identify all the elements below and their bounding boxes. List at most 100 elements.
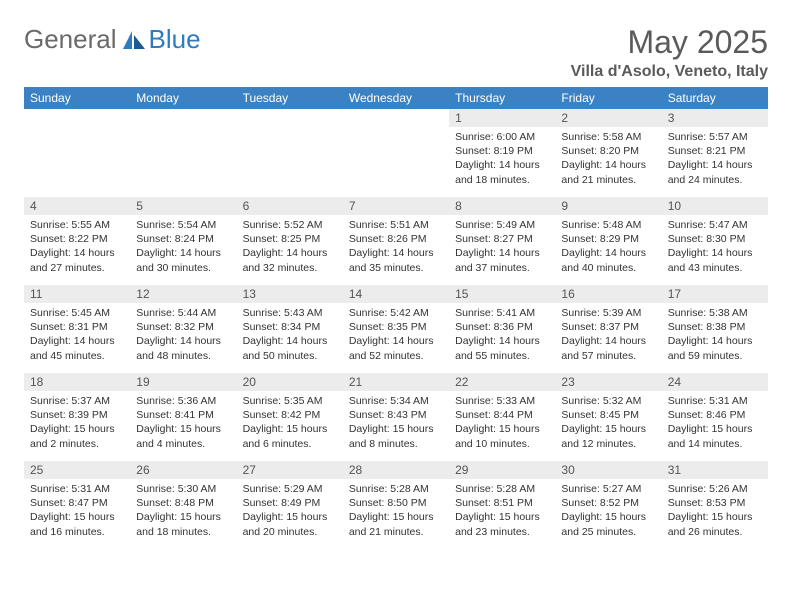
daylight-text: Daylight: 15 hours and 16 minutes.	[30, 510, 124, 538]
sunrise-text: Sunrise: 5:45 AM	[30, 306, 124, 320]
day-number: 25	[24, 461, 130, 479]
calendar-day-cell: 30Sunrise: 5:27 AMSunset: 8:52 PMDayligh…	[555, 461, 661, 549]
day-number: 12	[130, 285, 236, 303]
sunset-text: Sunset: 8:34 PM	[243, 320, 337, 334]
sunset-text: Sunset: 8:31 PM	[30, 320, 124, 334]
daylight-text: Daylight: 15 hours and 6 minutes.	[243, 422, 337, 450]
day-number: 30	[555, 461, 661, 479]
sunset-text: Sunset: 8:20 PM	[561, 144, 655, 158]
weekday-header: Monday	[130, 87, 236, 109]
calendar-day-cell: 19Sunrise: 5:36 AMSunset: 8:41 PMDayligh…	[130, 373, 236, 461]
sunset-text: Sunset: 8:53 PM	[668, 496, 762, 510]
day-details: Sunrise: 5:33 AMSunset: 8:44 PMDaylight:…	[449, 391, 555, 455]
calendar-day-cell: 25Sunrise: 5:31 AMSunset: 8:47 PMDayligh…	[24, 461, 130, 549]
calendar-day-cell: 31Sunrise: 5:26 AMSunset: 8:53 PMDayligh…	[662, 461, 768, 549]
day-number: 11	[24, 285, 130, 303]
sunrise-text: Sunrise: 5:36 AM	[136, 394, 230, 408]
calendar-day-cell: 13Sunrise: 5:43 AMSunset: 8:34 PMDayligh…	[237, 285, 343, 373]
daylight-text: Daylight: 14 hours and 27 minutes.	[30, 246, 124, 274]
sunrise-text: Sunrise: 5:31 AM	[30, 482, 124, 496]
calendar-week-row: 25Sunrise: 5:31 AMSunset: 8:47 PMDayligh…	[24, 461, 768, 549]
sunrise-text: Sunrise: 5:52 AM	[243, 218, 337, 232]
day-number: 4	[24, 197, 130, 215]
sunrise-text: Sunrise: 5:32 AM	[561, 394, 655, 408]
sunset-text: Sunset: 8:26 PM	[349, 232, 443, 246]
sunset-text: Sunset: 8:44 PM	[455, 408, 549, 422]
sunset-text: Sunset: 8:43 PM	[349, 408, 443, 422]
sunrise-text: Sunrise: 5:41 AM	[455, 306, 549, 320]
day-number: 15	[449, 285, 555, 303]
daylight-text: Daylight: 15 hours and 4 minutes.	[136, 422, 230, 450]
sunset-text: Sunset: 8:52 PM	[561, 496, 655, 510]
day-details: Sunrise: 5:57 AMSunset: 8:21 PMDaylight:…	[662, 127, 768, 191]
day-number: 28	[343, 461, 449, 479]
sunset-text: Sunset: 8:36 PM	[455, 320, 549, 334]
day-details: Sunrise: 5:44 AMSunset: 8:32 PMDaylight:…	[130, 303, 236, 367]
sunset-text: Sunset: 8:22 PM	[30, 232, 124, 246]
sunrise-text: Sunrise: 5:27 AM	[561, 482, 655, 496]
day-number: 26	[130, 461, 236, 479]
sunrise-text: Sunrise: 5:30 AM	[136, 482, 230, 496]
calendar-day-cell: 22Sunrise: 5:33 AMSunset: 8:44 PMDayligh…	[449, 373, 555, 461]
calendar-week-row: 4Sunrise: 5:55 AMSunset: 8:22 PMDaylight…	[24, 197, 768, 285]
calendar-day-cell: 24Sunrise: 5:31 AMSunset: 8:46 PMDayligh…	[662, 373, 768, 461]
location-label: Villa d'Asolo, Veneto, Italy	[571, 63, 768, 81]
day-number: 5	[130, 197, 236, 215]
day-details: Sunrise: 5:30 AMSunset: 8:48 PMDaylight:…	[130, 479, 236, 543]
brand-part1: General	[24, 24, 117, 55]
weekday-header: Wednesday	[343, 87, 449, 109]
weekday-header: Thursday	[449, 87, 555, 109]
sunrise-text: Sunrise: 5:57 AM	[668, 130, 762, 144]
day-details: Sunrise: 5:37 AMSunset: 8:39 PMDaylight:…	[24, 391, 130, 455]
calendar-body: 1Sunrise: 6:00 AMSunset: 8:19 PMDaylight…	[24, 109, 768, 549]
day-number: 9	[555, 197, 661, 215]
day-details: Sunrise: 5:51 AMSunset: 8:26 PMDaylight:…	[343, 215, 449, 279]
day-details: Sunrise: 5:32 AMSunset: 8:45 PMDaylight:…	[555, 391, 661, 455]
day-details: Sunrise: 5:36 AMSunset: 8:41 PMDaylight:…	[130, 391, 236, 455]
day-number: 31	[662, 461, 768, 479]
daylight-text: Daylight: 15 hours and 10 minutes.	[455, 422, 549, 450]
title-block: May 2025 Villa d'Asolo, Veneto, Italy	[571, 24, 768, 81]
sunset-text: Sunset: 8:27 PM	[455, 232, 549, 246]
daylight-text: Daylight: 14 hours and 35 minutes.	[349, 246, 443, 274]
sunrise-text: Sunrise: 6:00 AM	[455, 130, 549, 144]
sunrise-text: Sunrise: 5:58 AM	[561, 130, 655, 144]
calendar-day-cell: 14Sunrise: 5:42 AMSunset: 8:35 PMDayligh…	[343, 285, 449, 373]
sunset-text: Sunset: 8:42 PM	[243, 408, 337, 422]
sunrise-text: Sunrise: 5:33 AM	[455, 394, 549, 408]
day-number: 13	[237, 285, 343, 303]
day-details: Sunrise: 5:31 AMSunset: 8:47 PMDaylight:…	[24, 479, 130, 543]
day-details: Sunrise: 5:31 AMSunset: 8:46 PMDaylight:…	[662, 391, 768, 455]
day-number: 6	[237, 197, 343, 215]
calendar-day-cell: 4Sunrise: 5:55 AMSunset: 8:22 PMDaylight…	[24, 197, 130, 285]
sunset-text: Sunset: 8:25 PM	[243, 232, 337, 246]
calendar-day-cell: 9Sunrise: 5:48 AMSunset: 8:29 PMDaylight…	[555, 197, 661, 285]
calendar-day-cell: 6Sunrise: 5:52 AMSunset: 8:25 PMDaylight…	[237, 197, 343, 285]
calendar-day-cell: 12Sunrise: 5:44 AMSunset: 8:32 PMDayligh…	[130, 285, 236, 373]
sunrise-text: Sunrise: 5:26 AM	[668, 482, 762, 496]
calendar-day-cell: 1Sunrise: 6:00 AMSunset: 8:19 PMDaylight…	[449, 109, 555, 197]
sunset-text: Sunset: 8:51 PM	[455, 496, 549, 510]
day-details: Sunrise: 5:35 AMSunset: 8:42 PMDaylight:…	[237, 391, 343, 455]
day-number: 14	[343, 285, 449, 303]
calendar-day-cell	[24, 109, 130, 197]
day-details: Sunrise: 5:41 AMSunset: 8:36 PMDaylight:…	[449, 303, 555, 367]
calendar-day-cell: 8Sunrise: 5:49 AMSunset: 8:27 PMDaylight…	[449, 197, 555, 285]
calendar-day-cell: 18Sunrise: 5:37 AMSunset: 8:39 PMDayligh…	[24, 373, 130, 461]
daylight-text: Daylight: 14 hours and 43 minutes.	[668, 246, 762, 274]
calendar-page: General Blue May 2025 Villa d'Asolo, Ven…	[0, 0, 792, 561]
weekday-header: Sunday	[24, 87, 130, 109]
sail-icon	[121, 29, 147, 51]
sunset-text: Sunset: 8:30 PM	[668, 232, 762, 246]
sunrise-text: Sunrise: 5:34 AM	[349, 394, 443, 408]
daylight-text: Daylight: 14 hours and 24 minutes.	[668, 158, 762, 186]
daylight-text: Daylight: 14 hours and 37 minutes.	[455, 246, 549, 274]
daylight-text: Daylight: 15 hours and 14 minutes.	[668, 422, 762, 450]
calendar-day-cell: 7Sunrise: 5:51 AMSunset: 8:26 PMDaylight…	[343, 197, 449, 285]
calendar-day-cell: 29Sunrise: 5:28 AMSunset: 8:51 PMDayligh…	[449, 461, 555, 549]
sunset-text: Sunset: 8:38 PM	[668, 320, 762, 334]
day-details: Sunrise: 5:55 AMSunset: 8:22 PMDaylight:…	[24, 215, 130, 279]
day-details: Sunrise: 5:52 AMSunset: 8:25 PMDaylight:…	[237, 215, 343, 279]
sunset-text: Sunset: 8:49 PM	[243, 496, 337, 510]
daylight-text: Daylight: 15 hours and 21 minutes.	[349, 510, 443, 538]
